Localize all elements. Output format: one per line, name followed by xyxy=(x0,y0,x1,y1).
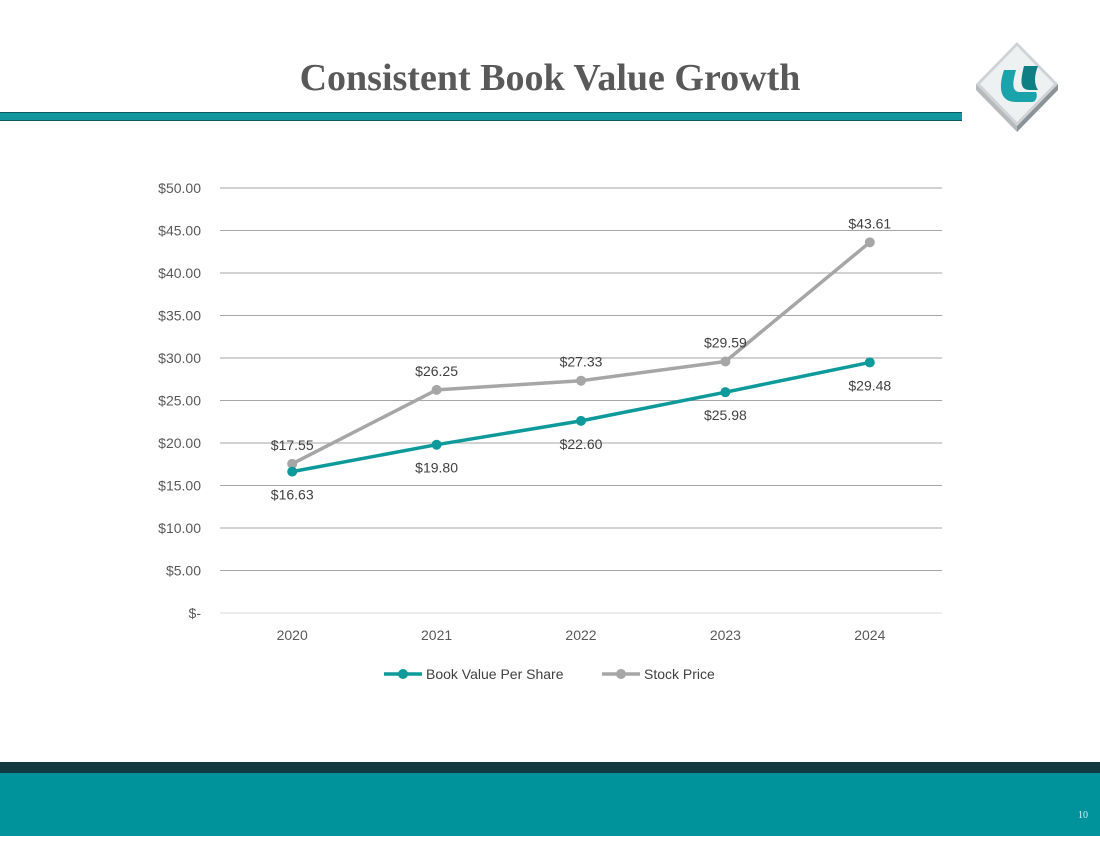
x-axis-ticks: 2020 2021 2022 2023 2024 xyxy=(277,627,886,643)
chart-series xyxy=(287,237,875,477)
data-label: $19.80 xyxy=(415,460,458,476)
chart-legend: Book Value Per Share Stock Price xyxy=(384,666,715,682)
data-label: $25.98 xyxy=(704,407,747,423)
slide-title: Consistent Book Value Growth xyxy=(299,57,801,99)
data-point xyxy=(864,357,875,368)
y-tick-label: $20.00 xyxy=(158,435,201,451)
data-label: $29.59 xyxy=(704,334,747,350)
x-tick-label: 2024 xyxy=(854,627,885,643)
y-tick-label: $35.00 xyxy=(158,308,201,324)
data-label: $16.63 xyxy=(271,487,314,503)
data-point xyxy=(720,356,731,367)
y-tick-label: $50.00 xyxy=(158,180,201,196)
x-tick-label: 2023 xyxy=(710,627,741,643)
y-tick-label: $5.00 xyxy=(166,563,201,579)
legend-label: Stock Price xyxy=(644,666,715,682)
data-label: $43.61 xyxy=(848,215,891,231)
data-point xyxy=(431,384,442,395)
footer-band: 10 xyxy=(0,773,1100,836)
data-label: $27.33 xyxy=(560,354,603,370)
book-value-chart: $- $5.00 $10.00 $15.00 $20.00 $25.00 $30.00 $35… xyxy=(158,180,942,682)
y-tick-label: $30.00 xyxy=(158,350,201,366)
y-tick-label: $- xyxy=(189,605,202,621)
y-tick-label: $45.00 xyxy=(158,223,201,239)
data-point xyxy=(431,439,442,450)
y-tick-label: $25.00 xyxy=(158,393,201,409)
y-tick-label: $15.00 xyxy=(158,478,201,494)
footer-dark-band xyxy=(0,762,1100,773)
data-label: $17.55 xyxy=(271,437,314,453)
x-tick-label: 2020 xyxy=(277,627,308,643)
title-underline-bar xyxy=(0,112,962,121)
data-point xyxy=(576,415,586,426)
data-point xyxy=(287,466,298,477)
data-point xyxy=(720,387,731,398)
chart-data-labels: $17.55 $26.25 $27.33 $29.59 $43.61 $16.63 $19.… xyxy=(271,215,892,502)
page-number: 10 xyxy=(1078,810,1088,821)
y-tick-label: $10.00 xyxy=(158,520,201,536)
data-label: $22.60 xyxy=(560,436,603,452)
legend-marker xyxy=(616,669,626,679)
y-tick-label: $40.00 xyxy=(158,265,201,281)
y-axis-ticks: $- $5.00 $10.00 $15.00 $20.00 $25.00 $30.00 $35… xyxy=(158,180,201,621)
data-point xyxy=(287,458,298,469)
chart-gridlines xyxy=(220,187,942,614)
x-tick-label: 2021 xyxy=(421,627,452,643)
data-label: $29.48 xyxy=(848,377,891,393)
legend-label: Book Value Per Share xyxy=(426,666,564,682)
data-label: $26.25 xyxy=(415,363,458,379)
legend-marker xyxy=(398,669,408,679)
company-logo-icon xyxy=(976,42,1058,132)
x-tick-label: 2022 xyxy=(565,627,596,643)
data-point xyxy=(576,375,586,386)
data-point xyxy=(864,237,875,248)
